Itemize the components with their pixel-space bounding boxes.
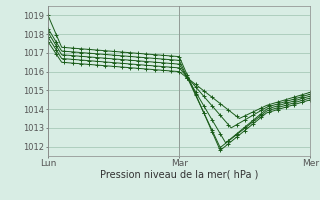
X-axis label: Pression niveau de la mer( hPa ): Pression niveau de la mer( hPa ) (100, 170, 258, 180)
